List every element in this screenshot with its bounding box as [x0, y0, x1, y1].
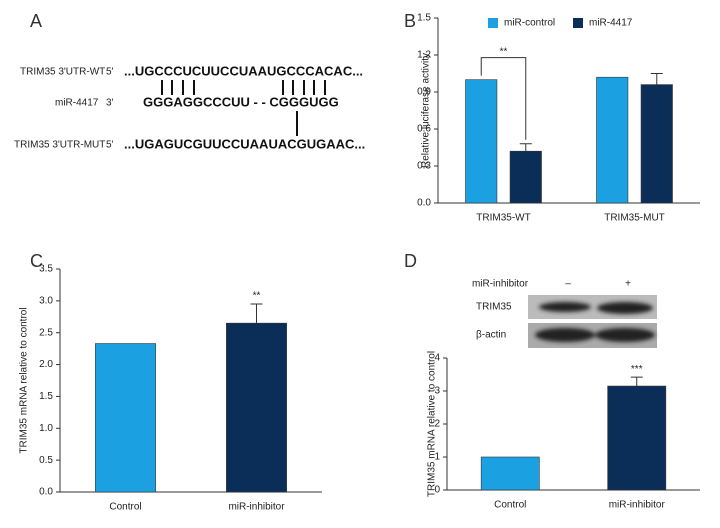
significance: ** [500, 46, 508, 57]
blot-band-label: β-actin [476, 330, 506, 341]
sequence: ...UGAGUCGUUCCUAAUACGUGAAC... [124, 136, 365, 151]
y-tick-label: 2.0 [39, 359, 53, 370]
y-tick-label: 1.5 [39, 391, 53, 402]
x-tick-label: Control [109, 502, 141, 513]
row-name: TRIM35 3'UTR-MUT [14, 140, 105, 151]
y-tick-label: 0 [434, 485, 440, 496]
error-bar [519, 143, 532, 152]
y-tick-label: 0.5 [39, 455, 53, 466]
legend-label: miR-control [504, 18, 555, 29]
bar [607, 385, 667, 491]
x-tick-label: TRIM35-WT [476, 213, 530, 224]
y-tick-label: 4 [434, 353, 440, 364]
x-tick-label: TRIM35-MUT [604, 213, 665, 224]
error-bar [650, 73, 663, 85]
significance: ** [253, 291, 261, 302]
error-bar [250, 303, 263, 324]
blot-band-label: TRIM35 [476, 302, 512, 313]
y-tick-label: 3 [434, 386, 440, 397]
y-tick-label: 0.0 [417, 198, 431, 209]
y-tick-label: 0.0 [39, 487, 53, 498]
bar [465, 79, 498, 204]
y-tick-label: 3.5 [39, 264, 53, 275]
y-tick-label: 0.9 [417, 87, 431, 98]
bar [226, 322, 287, 493]
legend-swatch [488, 18, 498, 28]
row-name: miR-4417 [55, 98, 99, 109]
sequence: GGGAGGCCCUU - - CGGGUGG [143, 94, 339, 109]
y-tick-label: 1 [434, 452, 440, 463]
bar [509, 150, 542, 204]
sequence: ...UGCCCUCUUCCUAAUGCCCACAC... [124, 63, 363, 78]
blot-header: miR-inhibitor [472, 279, 529, 290]
y-tick-label: 1.0 [39, 423, 53, 434]
y-tick-label: 0.6 [417, 124, 431, 135]
y-tick-label: 2 [434, 419, 440, 430]
y-tick-label: 1.5 [417, 13, 431, 24]
y-tick-label: 2.5 [39, 327, 53, 338]
pairing-lines [161, 80, 326, 136]
y-tick-label: 1.2 [417, 50, 431, 61]
y-tick-label: 3.0 [39, 295, 53, 306]
row-end: 5' [106, 140, 114, 151]
bar [95, 343, 156, 493]
x-tick-label: Control [494, 500, 526, 511]
bar [596, 76, 629, 204]
blot-lane: – [565, 279, 571, 290]
row-end: 3' [106, 98, 114, 109]
panel-label: D [404, 251, 417, 271]
significance: *** [631, 364, 643, 375]
x-tick-label: miR-inhibitor [228, 502, 285, 513]
row-name: TRIM35 3'UTR-WT [20, 67, 105, 78]
y-axis-label: TRIM35 mRNA relative to control [427, 351, 438, 497]
significance-bracket [480, 57, 527, 140]
blot-lane: + [625, 279, 631, 290]
row-end: 5' [106, 67, 114, 78]
error-bar [630, 376, 643, 387]
legend-label: miR-4417 [589, 18, 633, 29]
x-tick-label: miR-inhibitor [609, 500, 666, 511]
y-axis-label: TRIM35 mRNA relative to control [19, 307, 30, 453]
bar [480, 456, 540, 491]
y-tick-label: 0.3 [417, 161, 431, 172]
bar [640, 84, 673, 204]
y-axis-label: Relative luciferase activity [421, 53, 432, 168]
blot-bands [535, 302, 655, 342]
legend-swatch [573, 18, 583, 28]
panel-label: C [30, 251, 43, 271]
panel-label: B [404, 11, 416, 31]
panel-label: A [30, 11, 42, 31]
